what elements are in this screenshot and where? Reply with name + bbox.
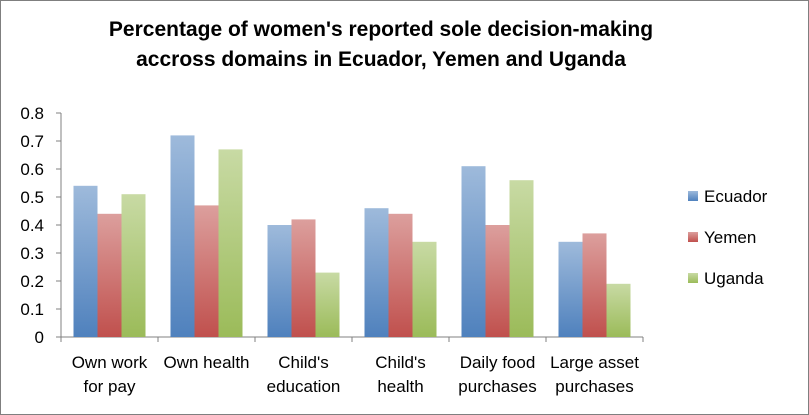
y-tick-label: 0.8 [20,104,44,123]
y-tick-label: 0 [35,328,44,347]
legend-label-ecuador: Ecuador [704,187,768,206]
bar-ecuador-6 [558,241,583,337]
x-category-label: Large asset purchases [550,353,639,396]
y-tick-label: 0.4 [20,216,44,235]
x-category-label: Child's education [267,353,341,396]
bar-uganda-5 [509,180,534,337]
chart-title: Percentage of women's reported sole deci… [108,18,654,71]
x-category-label: Child's health [375,353,426,396]
bar-ecuador-4 [364,208,389,337]
bar-yemen-2 [194,205,219,337]
bar-uganda-3 [315,272,340,337]
bar-uganda-4 [412,241,437,337]
bar-uganda-6 [606,283,631,337]
x-category-label: Own work for pay [72,353,148,396]
bar-uganda-1 [121,194,146,337]
bar-ecuador-1 [73,185,98,337]
bar-ecuador-5 [461,166,486,337]
legend-swatch-yemen [688,232,698,242]
legend-swatch-ecuador [688,191,698,201]
y-tick-label: 0.5 [20,188,44,207]
bar-yemen-3 [291,219,316,337]
x-category-label: Own health [164,353,250,372]
y-tick-label: 0.6 [20,160,44,179]
bar-ecuador-2 [170,135,195,337]
bar-ecuador-3 [267,225,292,337]
bar-yemen-1 [97,213,122,337]
axes: 0 0.1 0.2 0.3 0.4 0.5 0.6 0.7 0.8 Own work for pay… [20,104,644,396]
y-tick-label: 0.2 [20,272,44,291]
legend-swatch-uganda [688,273,698,283]
y-tick-label: 0.1 [20,300,44,319]
bars [73,135,631,337]
legend: Ecuador Yemen Uganda [688,187,768,288]
bar-uganda-2 [218,149,243,337]
y-tick-label: 0.3 [20,244,44,263]
legend-label-uganda: Uganda [704,269,764,288]
legend-label-yemen: Yemen [704,228,756,247]
bar-yemen-6 [582,233,607,337]
x-category-label: Daily food purchases [458,353,536,396]
y-tick-label: 0.7 [20,132,44,151]
bar-yemen-5 [485,225,510,337]
bar-yemen-4 [388,213,413,337]
